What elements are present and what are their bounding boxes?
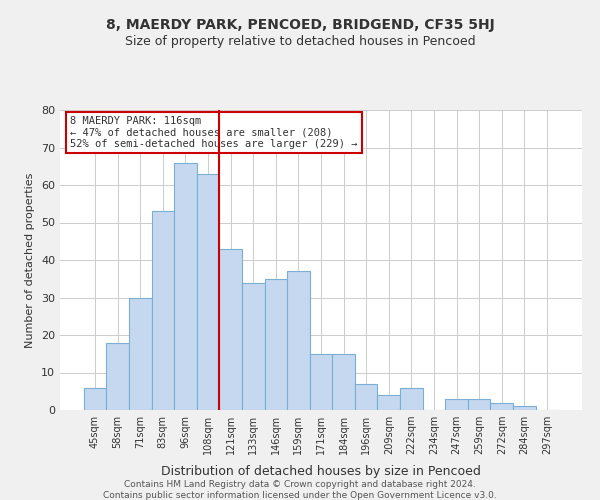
- Bar: [287, 271, 310, 410]
- Bar: [197, 174, 220, 410]
- Y-axis label: Number of detached properties: Number of detached properties: [25, 172, 35, 348]
- Bar: [513, 406, 536, 410]
- X-axis label: Distribution of detached houses by size in Pencoed: Distribution of detached houses by size …: [161, 466, 481, 478]
- Bar: [265, 279, 287, 410]
- Bar: [355, 384, 377, 410]
- Bar: [468, 399, 490, 410]
- Bar: [129, 298, 152, 410]
- Bar: [400, 388, 422, 410]
- Bar: [377, 395, 400, 410]
- Bar: [174, 162, 197, 410]
- Bar: [490, 402, 513, 410]
- Bar: [332, 354, 355, 410]
- Bar: [242, 282, 265, 410]
- Bar: [310, 354, 332, 410]
- Bar: [220, 248, 242, 410]
- Bar: [84, 388, 106, 410]
- Bar: [445, 399, 468, 410]
- Bar: [152, 211, 174, 410]
- Text: 8, MAERDY PARK, PENCOED, BRIDGEND, CF35 5HJ: 8, MAERDY PARK, PENCOED, BRIDGEND, CF35 …: [106, 18, 494, 32]
- Text: Contains public sector information licensed under the Open Government Licence v3: Contains public sector information licen…: [103, 491, 497, 500]
- Text: 8 MAERDY PARK: 116sqm
← 47% of detached houses are smaller (208)
52% of semi-det: 8 MAERDY PARK: 116sqm ← 47% of detached …: [70, 116, 358, 149]
- Text: Size of property relative to detached houses in Pencoed: Size of property relative to detached ho…: [125, 35, 475, 48]
- Bar: [106, 342, 129, 410]
- Text: Contains HM Land Registry data © Crown copyright and database right 2024.: Contains HM Land Registry data © Crown c…: [124, 480, 476, 489]
